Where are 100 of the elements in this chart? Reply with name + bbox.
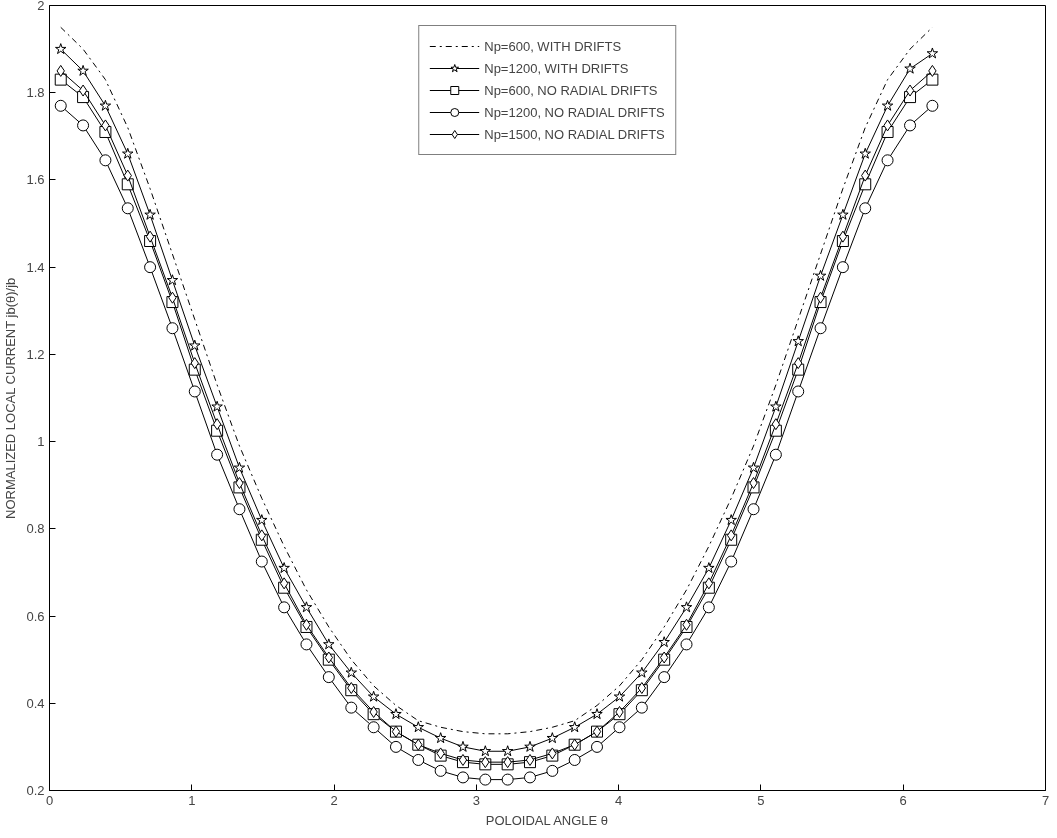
y-axis-title: NORMALIZED LOCAL CURRENT jb(θ)/jb xyxy=(3,277,19,519)
point xyxy=(300,601,313,613)
point xyxy=(457,740,469,752)
point xyxy=(771,418,781,431)
point xyxy=(591,708,603,720)
point xyxy=(905,84,915,97)
legend-label: Np=1200, WITH DRIFTS xyxy=(484,60,629,76)
point xyxy=(211,400,223,412)
point xyxy=(322,671,335,684)
x-tick-label: 5 xyxy=(757,792,765,808)
point xyxy=(166,274,179,286)
y-tick-label: 0.8 xyxy=(26,521,45,537)
point xyxy=(769,448,782,461)
point xyxy=(212,418,222,431)
point xyxy=(166,322,179,335)
point xyxy=(501,745,514,757)
point xyxy=(859,147,871,159)
point xyxy=(144,261,157,274)
point xyxy=(367,721,380,734)
point xyxy=(412,721,425,733)
point xyxy=(524,740,536,752)
point xyxy=(926,47,939,59)
point xyxy=(389,740,402,753)
point xyxy=(926,73,939,86)
point xyxy=(77,64,89,76)
point xyxy=(838,230,848,243)
x-tick-label: 6 xyxy=(899,792,907,808)
point xyxy=(747,461,760,473)
y-tick-label: 1.2 xyxy=(26,346,45,362)
point xyxy=(881,154,894,167)
point xyxy=(412,753,425,766)
point xyxy=(725,555,738,568)
point xyxy=(926,99,939,112)
point xyxy=(568,721,581,733)
y-tick-label: 0.6 xyxy=(26,608,45,624)
point xyxy=(54,99,67,112)
point xyxy=(54,73,67,86)
point xyxy=(658,671,671,684)
point xyxy=(814,269,827,281)
point xyxy=(278,601,291,614)
point xyxy=(255,555,268,568)
point xyxy=(479,773,492,786)
point xyxy=(345,666,358,678)
point xyxy=(99,154,112,167)
point xyxy=(792,385,805,398)
point xyxy=(636,666,648,678)
x-tick-label: 7 xyxy=(1041,792,1050,808)
y-tick-label: 0.2 xyxy=(26,783,45,798)
point xyxy=(78,84,88,97)
point xyxy=(122,147,134,159)
point xyxy=(501,773,514,786)
point xyxy=(278,562,290,574)
legend-label: Np=1200, NO RADIAL DRIFTS xyxy=(484,104,665,120)
point xyxy=(859,202,872,215)
point xyxy=(658,636,670,648)
y-tick-label: 1.4 xyxy=(26,259,45,275)
point xyxy=(233,461,246,473)
point xyxy=(121,202,134,215)
point xyxy=(345,701,358,714)
point xyxy=(568,753,581,766)
point xyxy=(434,764,447,777)
point xyxy=(367,690,380,702)
point xyxy=(144,208,156,220)
point xyxy=(189,339,201,351)
point xyxy=(703,562,715,574)
legend-label: Np=600, NO RADIAL DRIFTS xyxy=(484,82,658,98)
point xyxy=(702,601,715,614)
x-tick-label: 2 xyxy=(330,792,338,808)
point xyxy=(456,771,469,784)
point xyxy=(145,230,155,243)
point xyxy=(836,261,849,274)
point xyxy=(300,638,313,651)
y-tick-label: 1 xyxy=(37,434,45,450)
point xyxy=(814,322,827,335)
point xyxy=(256,514,268,526)
point xyxy=(613,690,626,702)
point xyxy=(704,577,714,590)
x-tick-label: 3 xyxy=(472,792,480,808)
point xyxy=(725,514,737,526)
point xyxy=(524,771,536,784)
point xyxy=(635,701,648,714)
y-tick-label: 1.8 xyxy=(26,85,45,101)
point xyxy=(434,732,447,744)
point xyxy=(881,99,894,111)
legend-label: Np=600, WITH DRIFTS xyxy=(484,38,622,54)
legend-label: Np=1500, NO RADIAL DRIFTS xyxy=(484,126,665,142)
y-tick-label: 1.6 xyxy=(26,172,45,188)
point xyxy=(904,62,916,74)
point xyxy=(479,745,492,757)
point xyxy=(591,740,604,753)
point xyxy=(211,448,224,461)
point xyxy=(188,385,201,398)
x-tick-label: 1 xyxy=(188,792,196,808)
point xyxy=(747,503,760,516)
point xyxy=(837,208,849,220)
point xyxy=(233,503,246,516)
point xyxy=(680,638,693,651)
point xyxy=(792,335,804,347)
point xyxy=(546,764,559,777)
x-tick-label: 0 xyxy=(45,792,54,808)
